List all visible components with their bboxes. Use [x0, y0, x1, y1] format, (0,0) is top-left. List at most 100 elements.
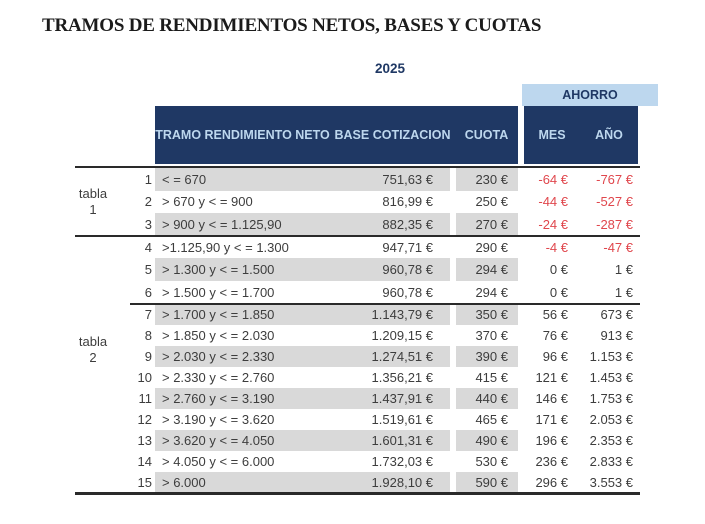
- row-number: 1: [144, 171, 152, 187]
- cell-tramo: < = 670: [162, 171, 207, 187]
- cell-ano: 1 €: [614, 284, 633, 300]
- cell-base: 1.356,21 €: [371, 369, 433, 385]
- cell-base: 1.601,31 €: [371, 432, 433, 448]
- row-band: > 2.030 y < = 2.330 1.274,51 €: [155, 345, 450, 367]
- cell-cuota: 290 €: [475, 239, 508, 255]
- cell-ano: 2.353 €: [589, 432, 633, 448]
- table-row: 3 > 900 y < = 1.125,90 882,35 € 270 € -2…: [118, 213, 638, 236]
- table-row: 9 > 2.030 y < = 2.330 1.274,51 € 390 € 9…: [118, 345, 638, 367]
- row-number: 13: [137, 432, 152, 448]
- row-band: > 670 y < = 900 816,99 €: [155, 191, 450, 214]
- row-band: > 1.300 y < = 1.500 960,78 €: [155, 258, 450, 281]
- cell-ano: -287 €: [596, 216, 633, 232]
- row-number: 9: [144, 348, 152, 364]
- cell-ano: -527 €: [596, 194, 633, 210]
- cell-cuota: 440 €: [456, 387, 518, 409]
- cell-tramo: > 2.030 y < = 2.330: [162, 348, 275, 364]
- cell-mes: 146 €: [535, 390, 568, 406]
- column-header-ano: AÑO: [595, 127, 623, 142]
- cell-tramo: > 1.850 y < = 2.030: [162, 327, 275, 343]
- row-band: > 4.050 y < = 6.000 1.732,03 €: [155, 451, 450, 472]
- row-band: > 900 y < = 1.125,90 882,35 €: [155, 213, 450, 236]
- cell-tramo: > 6.000: [162, 474, 206, 490]
- cell-tramo: > 4.050 y < = 6.000: [162, 453, 275, 469]
- table-row: 2 > 670 y < = 900 816,99 € 250 € -44 € -…: [118, 191, 638, 214]
- cell-mes: -24 €: [538, 216, 568, 232]
- cell-mes: 0 €: [549, 284, 568, 300]
- cell-ano: 2.833 €: [589, 453, 633, 469]
- row-number: 7: [144, 306, 152, 322]
- cell-tramo: > 670 y < = 900: [162, 194, 253, 210]
- year-label: 2025: [374, 61, 406, 76]
- table-row: 10 > 2.330 y < = 2.760 1.356,21 € 415 € …: [118, 367, 638, 388]
- cell-base: 960,78 €: [382, 284, 433, 300]
- row-number: 4: [144, 239, 152, 255]
- table-header-ahorro: MES AÑO: [524, 106, 638, 164]
- cell-tramo: > 900 y < = 1.125,90: [162, 216, 282, 232]
- cell-tramo: > 1.700 y < = 1.850: [162, 306, 275, 322]
- cell-cuota: 370 €: [475, 327, 508, 343]
- cell-tramo: > 3.620 y < = 4.050: [162, 432, 275, 448]
- cell-cuota: 490 €: [456, 429, 518, 451]
- cell-cuota: 294 €: [456, 258, 518, 281]
- cell-mes: 56 €: [542, 306, 568, 322]
- row-band: > 1.850 y < = 2.030 1.209,15 €: [155, 325, 450, 346]
- cell-mes: -44 €: [538, 194, 568, 210]
- divider-tabla1: [75, 235, 640, 237]
- cell-ano: 2.053 €: [589, 411, 633, 427]
- table-row: 14 > 4.050 y < = 6.000 1.732,03 € 530 € …: [118, 451, 638, 472]
- cell-tramo: > 2.760 y < = 3.190: [162, 390, 275, 406]
- cell-tramo: > 1.300 y < = 1.500: [162, 262, 275, 278]
- row-band: >1.125,90 y < = 1.300 947,71 €: [155, 236, 450, 259]
- cell-base: 1.732,03 €: [371, 453, 433, 469]
- column-header-mes: MES: [538, 127, 566, 142]
- row-band: > 3.620 y < = 4.050 1.601,31 €: [155, 429, 450, 451]
- cell-ano: 1.453 €: [589, 369, 633, 385]
- row-band: > 2.330 y < = 2.760 1.356,21 €: [155, 367, 450, 388]
- column-header-tramo: TRAMO RENDIMIENTO NETO: [155, 127, 330, 142]
- row-number: 8: [144, 327, 152, 343]
- table-row: 12 > 3.190 y < = 3.620 1.519,61 € 465 € …: [118, 409, 638, 430]
- cell-base: 1.209,15 €: [371, 327, 433, 343]
- row-band: > 3.190 y < = 3.620 1.519,61 €: [155, 409, 450, 430]
- group-label-line2: 2: [89, 350, 97, 365]
- row-band: > 1.700 y < = 1.850 1.143,79 €: [155, 303, 450, 325]
- table-row: 7 > 1.700 y < = 1.850 1.143,79 € 350 € 5…: [118, 303, 638, 325]
- cell-ano: 1.153 €: [589, 348, 633, 364]
- divider-tabla2: [130, 303, 640, 305]
- row-number: 14: [137, 453, 152, 469]
- cell-mes: -64 €: [538, 171, 568, 187]
- row-number: 3: [144, 216, 152, 232]
- cell-cuota: 270 €: [456, 213, 518, 236]
- table-row: 8 > 1.850 y < = 2.030 1.209,15 € 370 € 7…: [118, 325, 638, 346]
- table-rows: 1 < = 670 751,63 € 230 € -64 € -767 € 2 …: [118, 168, 638, 493]
- cell-ano: 1 €: [614, 262, 633, 278]
- table-row: 6 > 1.500 y < = 1.700 960,78 € 294 € 0 €…: [118, 281, 638, 304]
- row-number: 5: [144, 262, 152, 278]
- cell-ano: -767 €: [596, 171, 633, 187]
- cell-cuota: 530 €: [475, 453, 508, 469]
- cell-mes: 76 €: [542, 327, 568, 343]
- row-number: 11: [138, 390, 153, 406]
- cell-base: 947,71 €: [382, 239, 433, 255]
- table-row: 15 > 6.000 1.928,10 € 590 € 296 € 3.553 …: [118, 471, 638, 493]
- cell-cuota: 415 €: [475, 369, 508, 385]
- cell-cuota: 250 €: [475, 194, 508, 210]
- cell-cuota: 590 €: [456, 471, 518, 493]
- group-label-tabla-2: tabla 2: [73, 334, 113, 366]
- cell-ano: -47 €: [603, 239, 633, 255]
- divider-bottom: [75, 492, 640, 495]
- cell-base: 751,63 €: [382, 171, 433, 187]
- cell-tramo: > 3.190 y < = 3.620: [162, 411, 275, 427]
- row-band: > 1.500 y < = 1.700 960,78 €: [155, 281, 450, 304]
- cell-mes: -4 €: [545, 239, 568, 255]
- ahorro-banner-label: AHORRO: [562, 88, 618, 102]
- cell-ano: 3.553 €: [589, 474, 633, 490]
- row-number: 15: [137, 474, 152, 490]
- column-header-cuota: CUOTA: [464, 127, 509, 142]
- cell-base: 882,35 €: [382, 216, 433, 232]
- cell-cuota: 390 €: [456, 345, 518, 367]
- cell-mes: 0 €: [549, 262, 568, 278]
- cell-ano: 1.753 €: [589, 390, 633, 406]
- cell-mes: 196 €: [535, 432, 568, 448]
